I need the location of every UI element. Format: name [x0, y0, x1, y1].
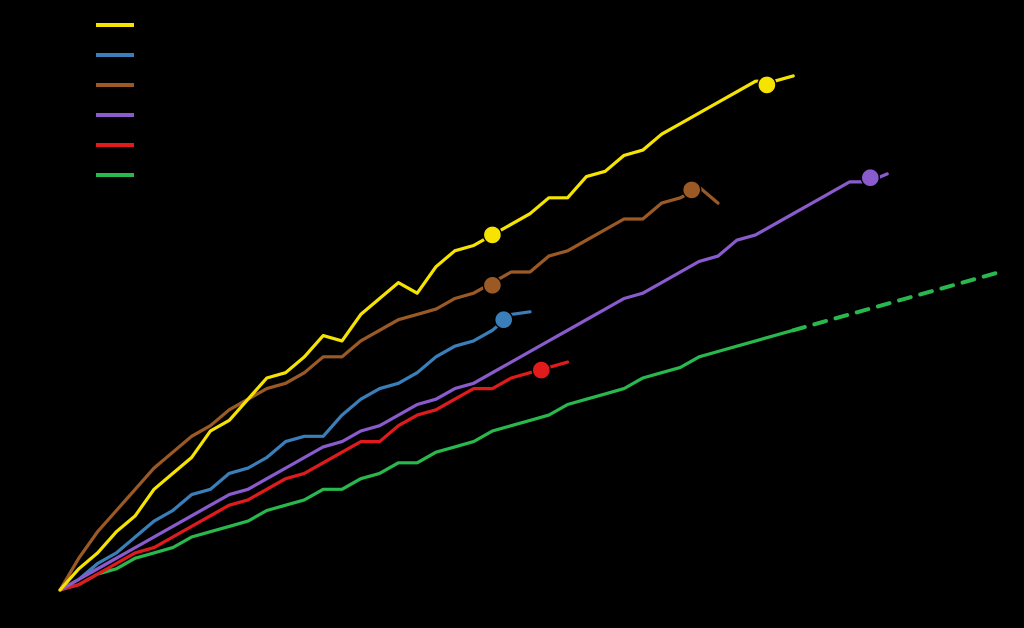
legend-swatch-green [96, 173, 134, 177]
legend-swatch-brown [96, 83, 134, 87]
legend [96, 14, 144, 186]
marker-brown-end [683, 181, 701, 199]
series-blue [60, 312, 530, 590]
marker-blue-end [495, 311, 513, 329]
legend-swatch-yellow [96, 23, 134, 27]
series-red [60, 362, 568, 590]
chart-canvas [0, 0, 1024, 628]
legend-swatch-red [96, 143, 134, 147]
legend-item-brown [96, 74, 144, 96]
legend-swatch-blue [96, 53, 134, 57]
marker-red-end [532, 361, 550, 379]
legend-item-green [96, 164, 144, 186]
series-green [60, 330, 793, 590]
marker-yellow-mid [483, 226, 501, 244]
series-yellow-after [492, 76, 793, 235]
marker-yellow-end [758, 76, 776, 94]
legend-item-yellow [96, 14, 144, 36]
series-green-dash [793, 272, 1000, 330]
legend-swatch-purple [96, 113, 134, 117]
line-chart [0, 0, 1024, 628]
marker-purple-end [861, 169, 879, 187]
legend-item-blue [96, 44, 144, 66]
legend-item-purple [96, 104, 144, 126]
series-purple [60, 174, 887, 590]
legend-item-red [96, 134, 144, 156]
marker-brown-mid [483, 276, 501, 294]
